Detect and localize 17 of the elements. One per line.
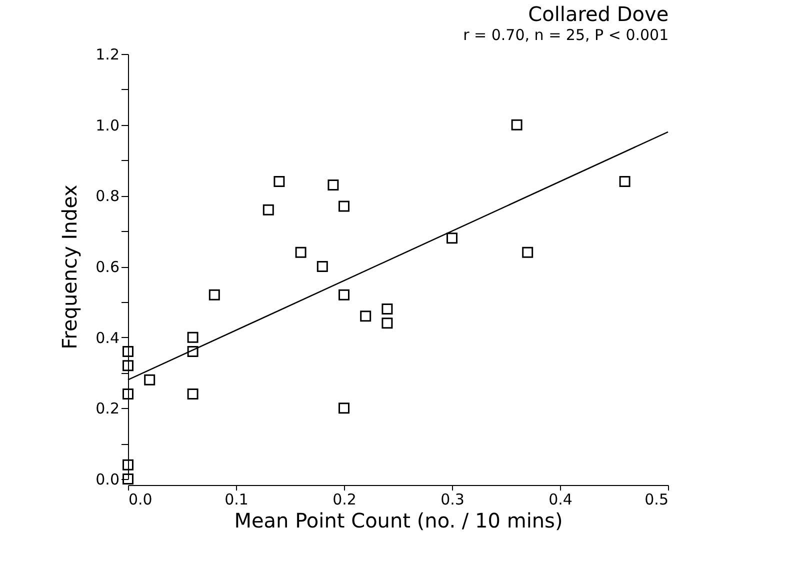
y-tick-label: 0.6 xyxy=(96,258,120,276)
x-tick-label: 0.5 xyxy=(644,490,668,508)
y-tick-label: 0.4 xyxy=(96,328,120,347)
y-tick-label: 0.0 xyxy=(96,470,120,488)
chart-title: Collared Dove xyxy=(528,2,669,26)
y-axis-title: Frequency Index xyxy=(58,184,82,350)
x-axis-title: Mean Point Count (no. / 10 mins) xyxy=(234,508,563,532)
y-tick-label: 1.0 xyxy=(96,116,120,134)
y-tick-label: 0.2 xyxy=(96,400,120,418)
x-tick-label: 0.3 xyxy=(440,490,464,508)
chart-subtitle: r = 0.70, n = 25, P < 0.001 xyxy=(463,26,669,44)
y-tick-label: 1.2 xyxy=(96,46,120,64)
x-tick-label: 0.4 xyxy=(548,490,572,508)
x-tick-label: 0.1 xyxy=(224,490,248,508)
x-tick-label: 0.2 xyxy=(332,490,356,508)
y-tick-label: 0.8 xyxy=(96,187,120,206)
x-tick-label: 0.0 xyxy=(128,490,152,508)
